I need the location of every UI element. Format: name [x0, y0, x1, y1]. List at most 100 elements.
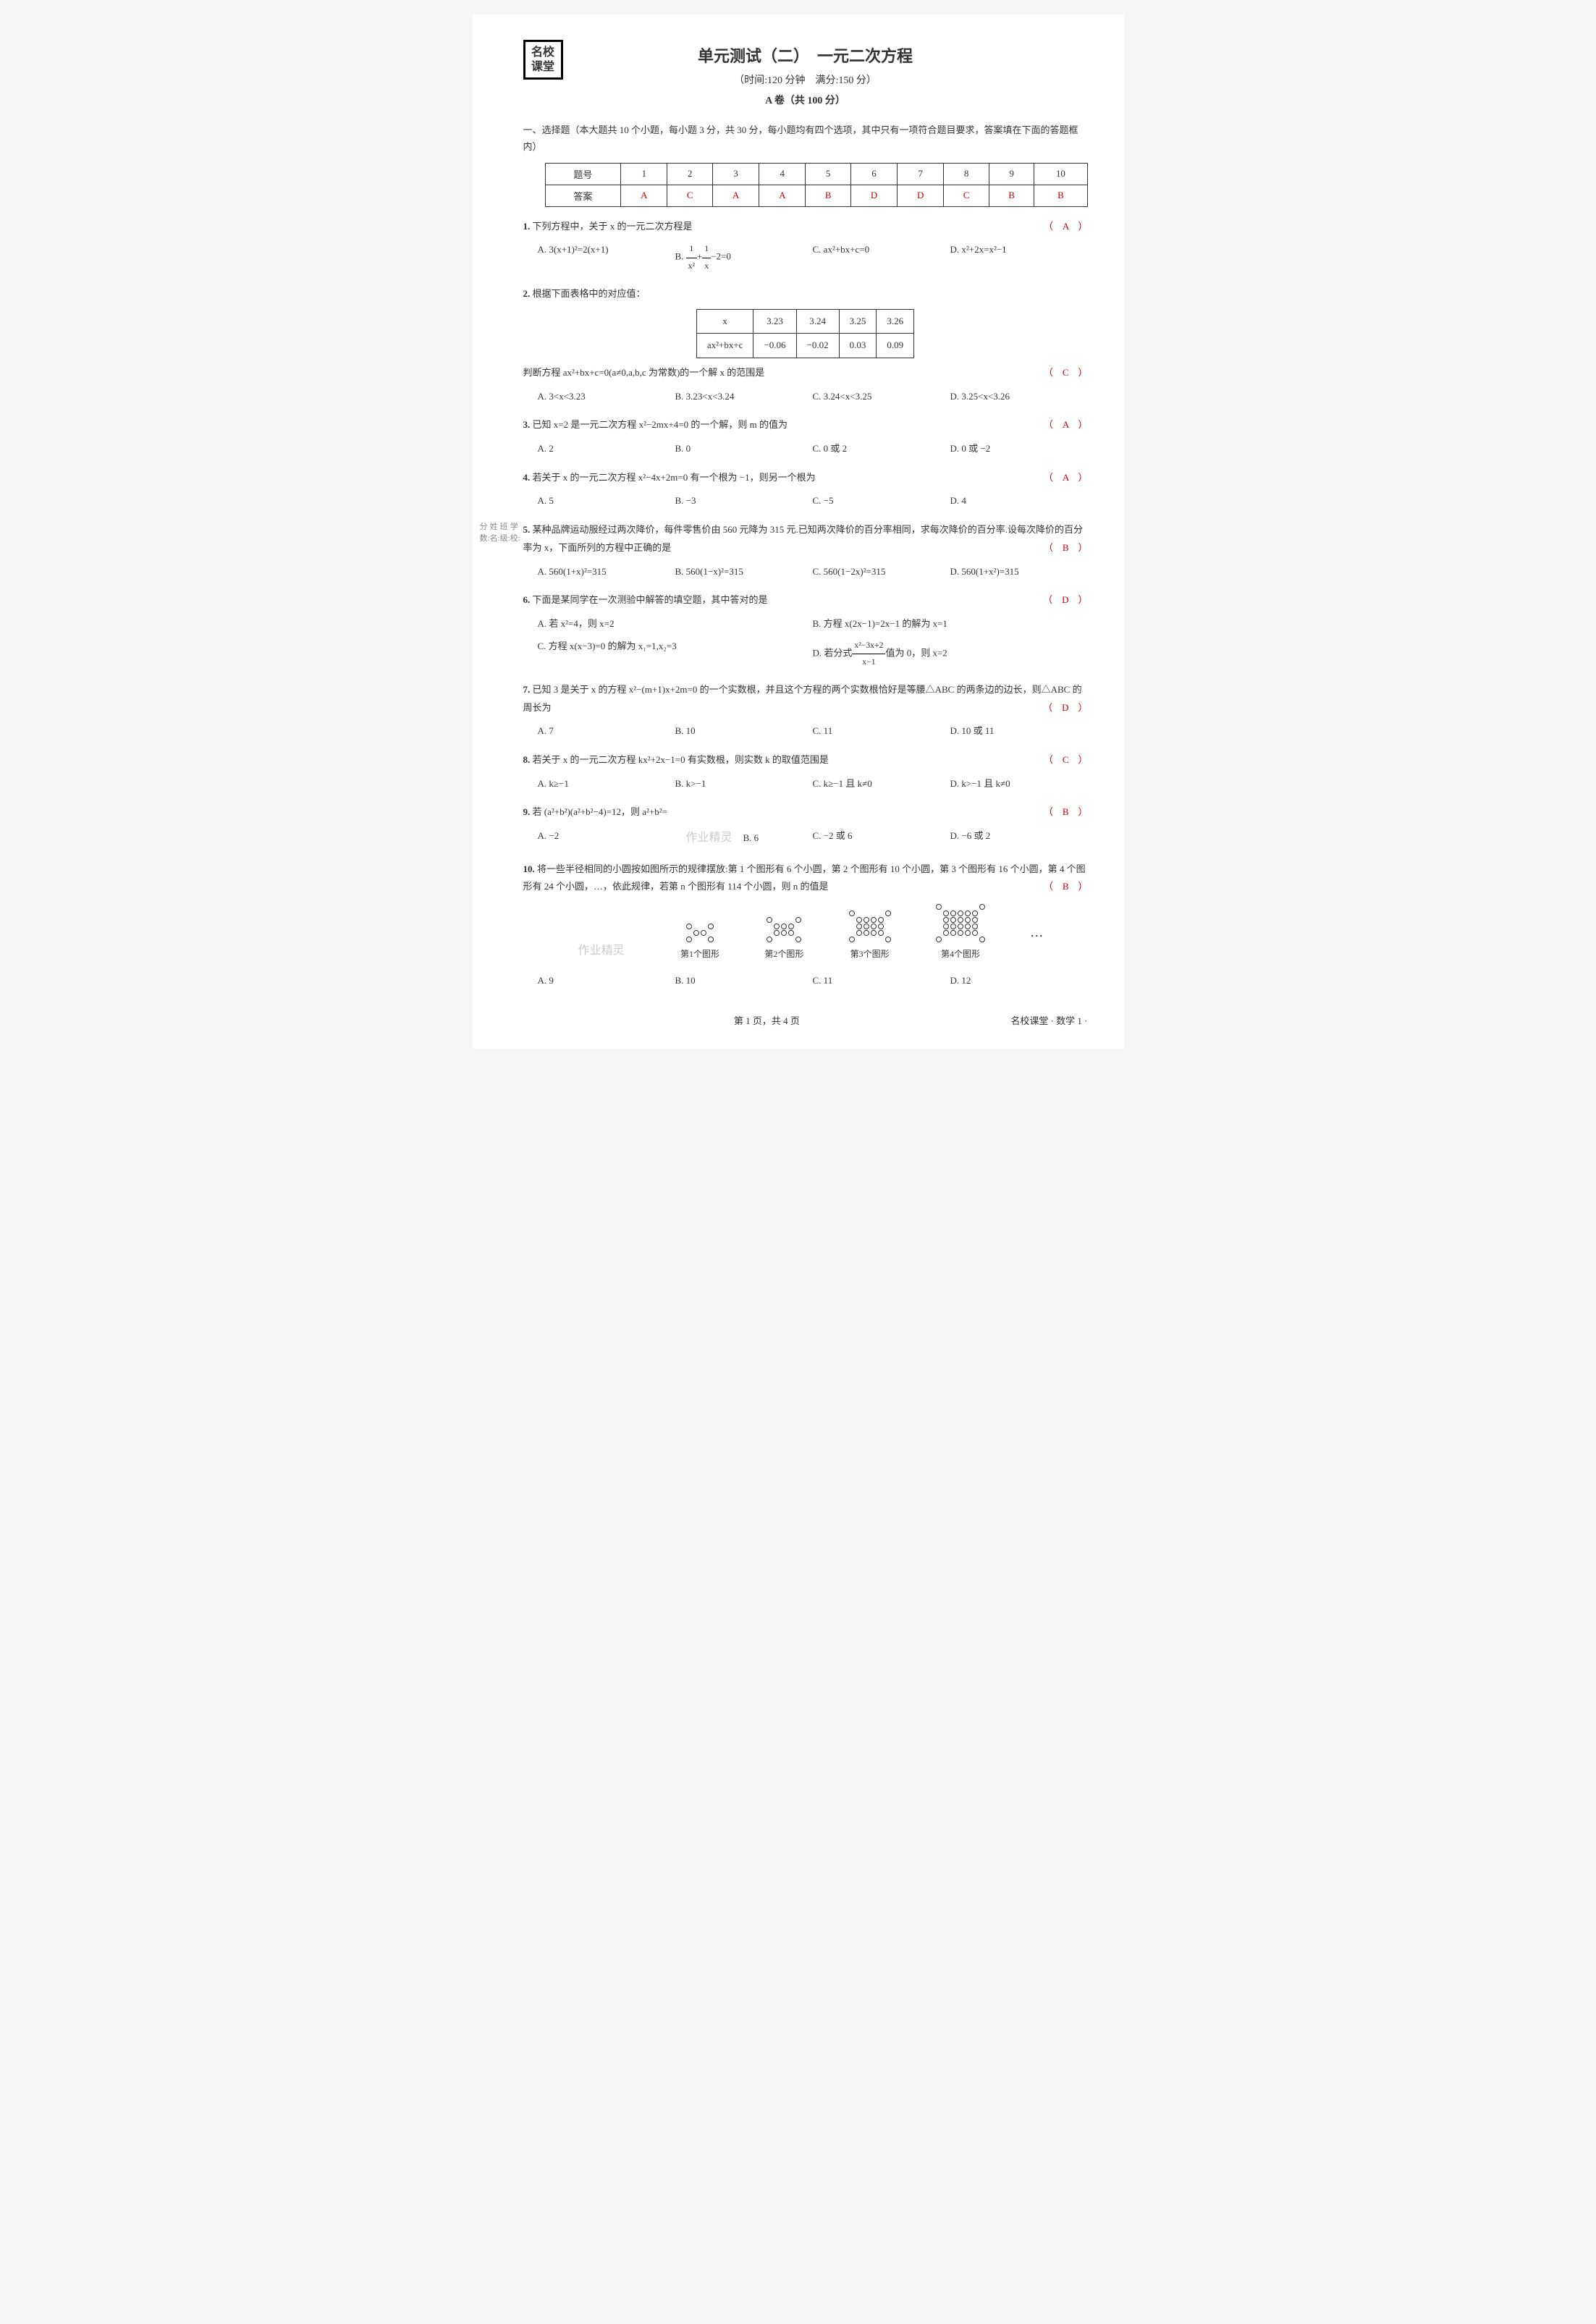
q1-optB-pre: B. [675, 251, 686, 262]
q6-optD-post: 值为 0，则 x=2 [885, 647, 947, 658]
q4-optA: A. 5 [538, 490, 675, 512]
question-4: 4. 若关于 x 的一元二次方程 x²−4x+2m=0 有一个根为 −1，则另一… [523, 469, 1088, 512]
q3-optA: A. 2 [538, 438, 675, 460]
q5-optB: B. 560(1−x)²=315 [675, 561, 813, 583]
q9-answer: （ B ） [1044, 803, 1088, 821]
side-score-label: 分数: [480, 520, 490, 544]
ans-10: B [1034, 185, 1087, 206]
th-5: 5 [806, 163, 850, 185]
q1-num: 1. [523, 221, 531, 232]
question-1: 1. 下列方程中，关于 x 的一元二次方程是 （ A ） A. 3(x+1)²=… [523, 218, 1088, 276]
question-8: 8. 若关于 x 的一元二次方程 kx²+2x−1=0 有实数根，则实数 k 的… [523, 751, 1088, 795]
q1-text: 下列方程中，关于 x 的一元二次方程是 [533, 221, 693, 232]
q10-answer: （ B ） [1044, 878, 1088, 896]
side-school-label: 学校: [510, 520, 520, 544]
figure-2: 第2个图形 [764, 916, 803, 963]
q2-x4: 3.26 [877, 309, 914, 334]
q8-text: 若关于 x 的一元二次方程 kx²+2x−1=0 有实数根，则实数 k 的取值范… [533, 754, 829, 765]
q7-optD: D. 10 或 11 [950, 720, 1088, 743]
question-3: 3. 已知 x=2 是一元二次方程 x²−2mx+4=0 的一个解，则 m 的值… [523, 416, 1088, 460]
q6-optC: C. 方程 x(x−3)=0 的解为 x₁=1,x₂=3 [538, 635, 813, 672]
q9-optB-text: B. 6 [743, 832, 759, 843]
header: 单元测试（二） 一元二次方程 （时间:120 分钟 满分:150 分） A 卷（… [523, 43, 1088, 107]
q6-text: 下面是某同学在一次测验中解答的填空题，其中答对的是 [533, 594, 768, 605]
q5-optA: A. 560(1+x)²=315 [538, 561, 675, 583]
question-9: 9. 若 (a²+b²)(a²+b²−4)=12，则 a²+b²= （ B ） … [523, 803, 1088, 851]
q2-th-y: ax²+bx+c [696, 334, 753, 358]
q2-x1: 3.23 [753, 309, 796, 334]
q9-options: A. −2 作业精灵B. 6 C. −2 或 6 D. −6 或 2 [538, 825, 1088, 851]
th-10: 10 [1034, 163, 1087, 185]
q8-options: A. k≥−1 B. k>−1 C. k≥−1 且 k≠0 D. k>−1 且 … [538, 773, 1088, 795]
q5-num: 5. [523, 524, 531, 535]
q1-options: A. 3(x+1)²=2(x+1) B. 1x²+1x−2=0 C. ax²+b… [538, 239, 1088, 276]
q5-options: A. 560(1+x)²=315 B. 560(1−x)²=315 C. 560… [538, 561, 1088, 583]
q8-num: 8. [523, 754, 531, 765]
th-3: 3 [712, 163, 759, 185]
q2-x2: 3.24 [796, 309, 839, 334]
footer-page: 第 1 页，共 4 页 [523, 1013, 1011, 1027]
q6-options: A. 若 x²=4，则 x=2 B. 方程 x(2x−1)=2x−1 的解为 x… [538, 613, 1088, 672]
q1-optB: B. 1x²+1x−2=0 [675, 239, 813, 276]
q3-optC: C. 0 或 2 [813, 438, 950, 460]
logo-stamp: 名校 课堂 [523, 40, 563, 80]
q2-answer: （ C ） [1044, 364, 1088, 382]
q2-text: 根据下面表格中的对应值： [533, 288, 646, 299]
q7-num: 7. [523, 684, 531, 695]
q6-optD-fd: x−1 [852, 654, 885, 670]
q9-optA: A. −2 [538, 825, 675, 851]
q3-optB: B. 0 [675, 438, 813, 460]
q6-optD: D. 若分式x²−3x+2x−1值为 0，则 x=2 [813, 635, 1088, 672]
q2-y2: −0.02 [796, 334, 839, 358]
q10-optB: B. 10 [675, 970, 813, 992]
q7-optA: A. 7 [538, 720, 675, 743]
q1-optD: D. x²+2x=x²−1 [950, 239, 1088, 276]
figure-1: 第1个图形 [680, 923, 719, 963]
q2-y3: 0.03 [839, 334, 877, 358]
ans-2: C [667, 185, 712, 206]
th-answer: 答案 [545, 185, 621, 206]
q5-text: 某种品牌运动服经过两次降价，每件零售价由 560 元降为 315 元.已知两次降… [523, 524, 1084, 553]
watermark-1: 作业精灵 [686, 827, 732, 849]
question-7: 7. 已知 3 是关于 x 的方程 x²−(m+1)x+2m=0 的一个实数根，… [523, 681, 1088, 743]
q7-optC: C. 11 [813, 720, 950, 743]
q1-answer: （ A ） [1044, 218, 1088, 236]
q2-x3: 3.25 [839, 309, 877, 334]
q5-optD: D. 560(1+x²)=315 [950, 561, 1088, 583]
q6-optD-fn: x²−3x+2 [852, 638, 885, 654]
answer-summary-table: 题号 1 2 3 4 5 6 7 8 9 10 答案 A C A A B D D… [545, 163, 1088, 207]
q10-text: 将一些半径相同的小圆按如图所示的规律摆放:第 1 个图形有 6 个小圆，第 2 … [523, 863, 1086, 892]
q2-optA: A. 3<x<3.23 [538, 386, 675, 408]
fig2-caption: 第2个图形 [764, 946, 803, 963]
q10-optA: A. 9 [538, 970, 675, 992]
q7-optB: B. 10 [675, 720, 813, 743]
q2-text2-row: 判断方程 ax²+bx+c=0(a≠0,a,b,c 为常数)的一个解 x 的范围… [523, 364, 1088, 382]
main-title: 单元测试（二） 一元二次方程 [523, 43, 1088, 67]
q3-answer: （ A ） [1044, 416, 1088, 434]
q8-optD: D. k>−1 且 k≠0 [950, 773, 1088, 795]
question-10: 10. 将一些半径相同的小圆按如图所示的规律摆放:第 1 个图形有 6 个小圆，… [523, 861, 1088, 992]
footer-right: 名校课堂 · 数学 1 · [1010, 1013, 1087, 1027]
q3-num: 3. [523, 419, 531, 430]
q6-optD-pre: D. 若分式 [813, 647, 853, 658]
q2-optC: C. 3.24<x<3.25 [813, 386, 950, 408]
q6-optA: A. 若 x²=4，则 x=2 [538, 613, 813, 635]
q10-num: 10. [523, 863, 535, 874]
fig-watermark: 作业精灵 [567, 940, 636, 962]
ans-8: C [944, 185, 989, 206]
q2-data-table: x 3.23 3.24 3.25 3.26 ax²+bx+c −0.06 −0.… [696, 309, 914, 358]
q3-options: A. 2 B. 0 C. 0 或 2 D. 0 或 −2 [538, 438, 1088, 460]
q1-optB-f1n: 1 [686, 241, 697, 258]
section-1-intro: 一、选择题（本大题共 10 个小题，每小题 3 分，共 30 分，每小题均有四个… [523, 122, 1088, 156]
th-6: 6 [850, 163, 897, 185]
q8-optB: B. k>−1 [675, 773, 813, 795]
paper-a-label: A 卷（共 100 分） [523, 93, 1088, 107]
ans-4: A [759, 185, 806, 206]
q10-optC: C. 11 [813, 970, 950, 992]
q1-optC: C. ax²+bx+c=0 [813, 239, 950, 276]
q4-num: 4. [523, 472, 531, 483]
q7-text: 已知 3 是关于 x 的方程 x²−(m+1)x+2m=0 的一个实数根，并且这… [523, 684, 1082, 713]
ans-5: B [806, 185, 850, 206]
q1-optB-f2d: x [702, 258, 711, 274]
q2-num: 2. [523, 288, 531, 299]
